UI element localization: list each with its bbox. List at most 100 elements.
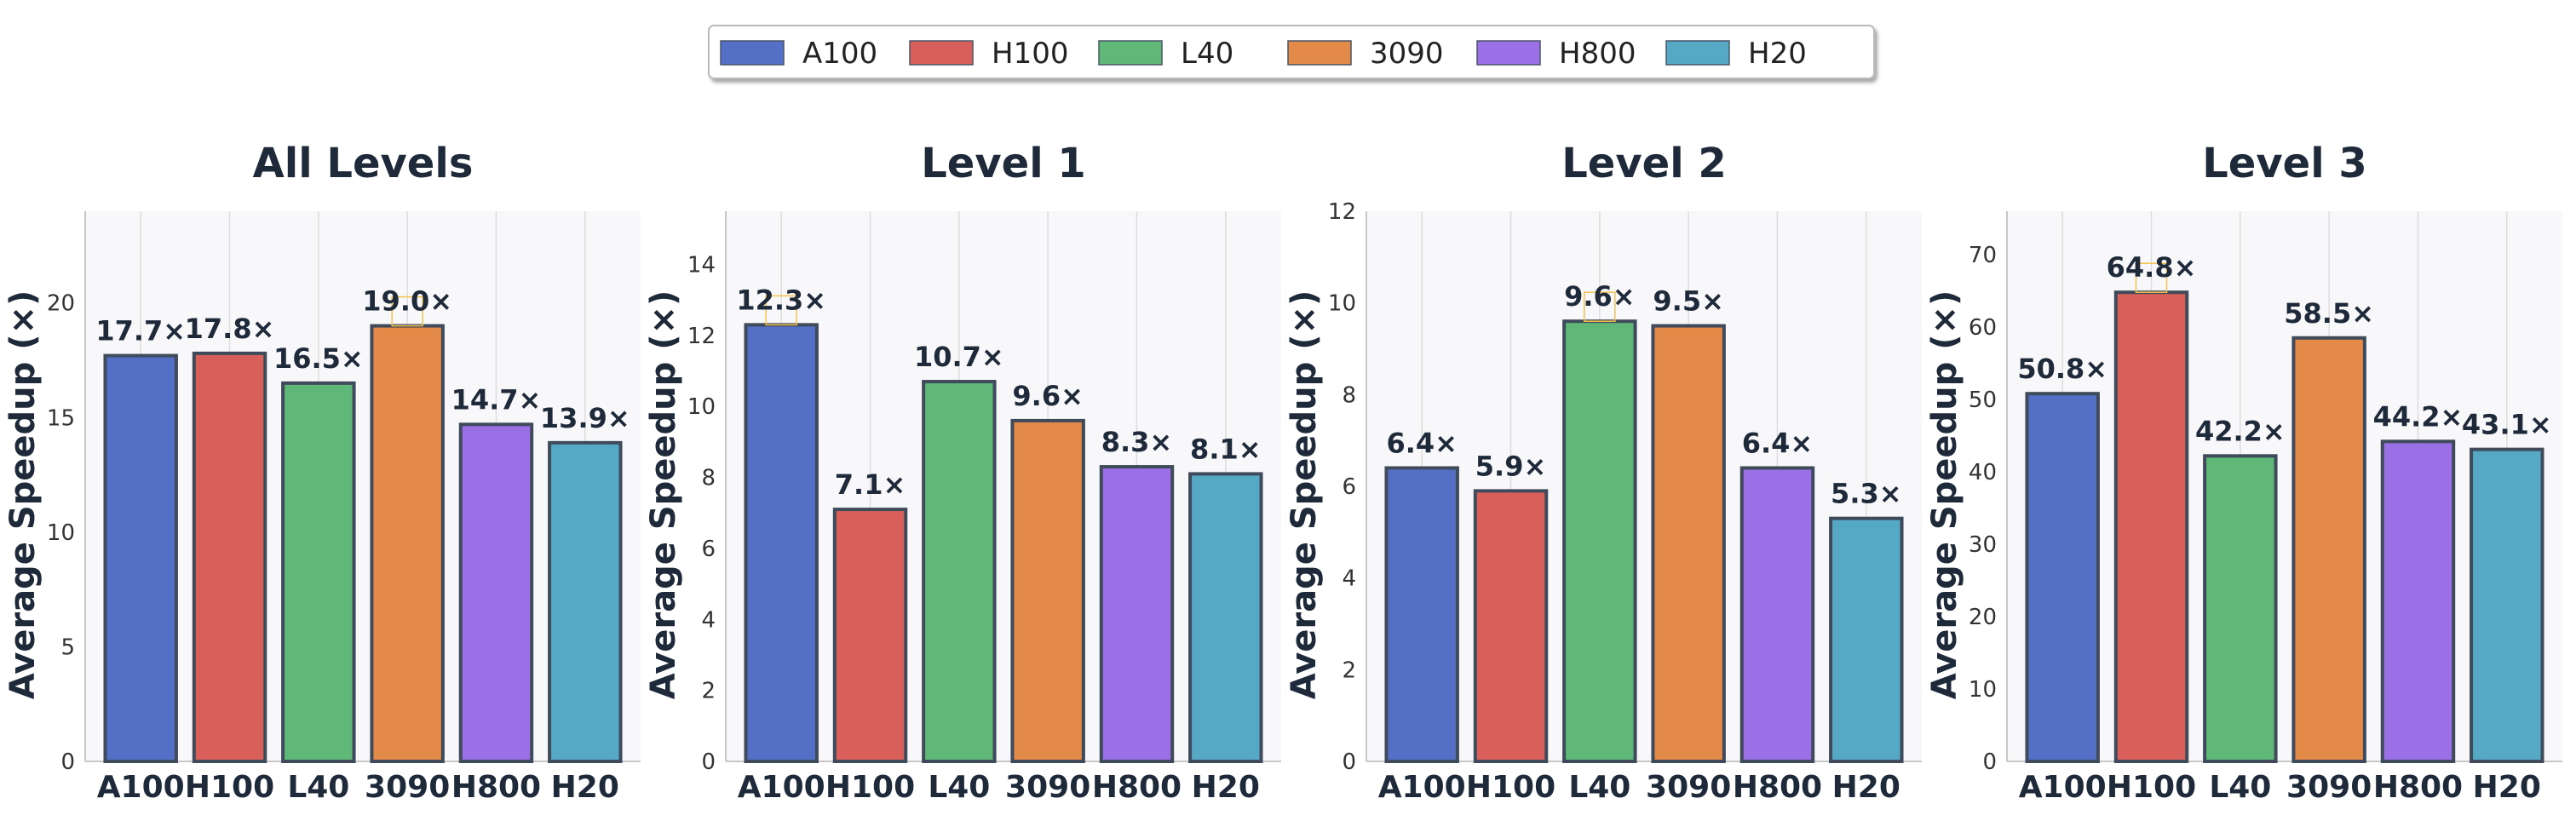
y-tick-label: 0	[1982, 749, 1997, 775]
y-tick-label: 5	[60, 634, 75, 660]
bar-l40	[1562, 319, 1637, 763]
data-label-l40: 9.6×	[1564, 280, 1636, 313]
data-label-h20: 13.9×	[540, 402, 630, 434]
x-tick-label-h20: H20	[2473, 770, 2541, 805]
y-tick-label: 0	[1342, 749, 1356, 775]
data-label-l40: 42.2×	[2195, 415, 2286, 447]
x-tick-label-h100: H100	[825, 770, 915, 805]
y-axis-label: Average Speedup (×)	[644, 290, 683, 700]
y-tick-label: 60	[1969, 315, 1997, 341]
bar-h20	[548, 440, 623, 763]
x-tick-label-h800: H800	[1092, 770, 1182, 805]
bar-h20	[1829, 516, 1904, 764]
data-label-h100: 64.8×	[2107, 251, 2197, 284]
x-tick-label-3090: 3090	[1646, 770, 1731, 805]
data-label-3090: 19.0×	[362, 285, 452, 318]
data-label-a100: 12.3×	[736, 284, 826, 316]
data-label-a100: 6.4×	[1386, 427, 1458, 459]
x-tick-label-3090: 3090	[2286, 770, 2372, 805]
bar-h800	[1099, 465, 1175, 763]
x-tick-label-h100: H100	[2107, 770, 2196, 805]
data-label-h800: 44.2×	[2373, 400, 2464, 433]
x-tick-label-h800: H800	[451, 770, 541, 805]
y-tick-label: 4	[701, 607, 716, 633]
legend-label-h100: H100	[992, 37, 1068, 71]
y-tick-label: 20	[1969, 605, 1997, 630]
bar-a100	[2025, 392, 2100, 763]
x-tick-label-a100: A100	[97, 770, 185, 805]
bar-h20	[1188, 472, 1263, 763]
y-tick-label: 70	[1969, 243, 1997, 268]
legend-label-h20: H20	[1748, 37, 1807, 71]
data-label-h20: 8.1×	[1190, 433, 1262, 465]
bar-a100	[1384, 466, 1459, 763]
max-highlight-marker	[765, 295, 797, 326]
bar-a100	[744, 323, 819, 763]
data-label-h20: 43.1×	[2462, 409, 2552, 441]
data-label-l40: 10.7×	[914, 341, 1004, 373]
max-highlight-marker	[2135, 262, 2168, 293]
bar-l40	[281, 381, 356, 763]
data-label-l40: 16.5×	[273, 342, 364, 375]
y-tick-label: 8	[1342, 382, 1356, 408]
panel-title: Level 1	[921, 140, 1086, 187]
y-tick-label: 12	[687, 324, 716, 349]
x-tick-label-h20: H20	[551, 770, 619, 805]
bar-h100	[192, 351, 267, 763]
legend-swatch-h20	[1665, 40, 1730, 66]
panel-title: All Levels	[253, 140, 474, 187]
y-tick-label: 50	[1969, 388, 1997, 413]
y-tick-label: 12	[1328, 199, 1356, 225]
data-label-h100: 17.8×	[185, 313, 275, 345]
bar-3090	[2291, 336, 2366, 763]
y-tick-label: 15	[47, 405, 75, 431]
x-tick-label-h800: H800	[1733, 770, 1822, 805]
data-label-h800: 6.4×	[1742, 427, 1814, 459]
x-tick-label-a100: A100	[738, 770, 825, 805]
x-tick-label-l40: L40	[2209, 770, 2271, 805]
y-tick-label: 14	[687, 253, 716, 278]
x-tick-label-h100: H100	[1466, 770, 1555, 805]
y-axis-label: Average Speedup (×)	[1925, 290, 1964, 700]
data-label-3090: 9.6×	[1012, 380, 1084, 412]
x-tick-label-h100: H100	[185, 770, 274, 805]
data-label-h800: 8.3×	[1101, 426, 1173, 458]
x-tick-label-3090: 3090	[365, 770, 450, 805]
data-label-h800: 14.7×	[451, 383, 542, 416]
x-tick-label-a100: A100	[2019, 770, 2107, 805]
bar-h20	[2470, 447, 2544, 764]
y-axis-label: Average Speedup (×)	[1285, 290, 1324, 700]
x-tick-label-l40: L40	[928, 770, 990, 805]
bar-h100	[1473, 489, 1549, 764]
bar-3090	[1010, 418, 1085, 763]
data-label-h100: 7.1×	[835, 468, 906, 501]
bar-l40	[2203, 454, 2278, 763]
legend-label-a100: A100	[802, 37, 877, 71]
max-highlight-marker	[391, 296, 423, 327]
panel-title: Level 3	[2202, 140, 2367, 187]
legend-label-3090: 3090	[1370, 37, 1444, 71]
legend: A100 H100 L40 3090 H800 H20	[708, 25, 1875, 79]
y-tick-label: 6	[1342, 474, 1356, 500]
panel-title: Level 2	[1561, 140, 1727, 187]
y-tick-label: 10	[1328, 291, 1356, 317]
legend-swatch-a100	[720, 40, 785, 66]
bar-3090	[370, 324, 445, 763]
x-tick-label-l40: L40	[1568, 770, 1630, 805]
y-tick-label: 4	[1342, 566, 1356, 592]
x-tick-label-h20: H20	[1192, 770, 1260, 805]
x-tick-label-h800: H800	[2373, 770, 2463, 805]
y-tick-label: 2	[701, 679, 716, 704]
y-tick-label: 10	[47, 520, 75, 546]
bar-l40	[922, 380, 997, 763]
data-label-h20: 5.3×	[1831, 478, 1902, 510]
x-tick-label-h20: H20	[1832, 770, 1900, 805]
bar-3090	[1651, 324, 1726, 763]
bar-h800	[1739, 466, 1815, 763]
y-tick-label: 40	[1969, 460, 1997, 485]
data-label-a100: 50.8×	[2017, 353, 2107, 385]
legend-swatch-h800	[1476, 40, 1541, 66]
